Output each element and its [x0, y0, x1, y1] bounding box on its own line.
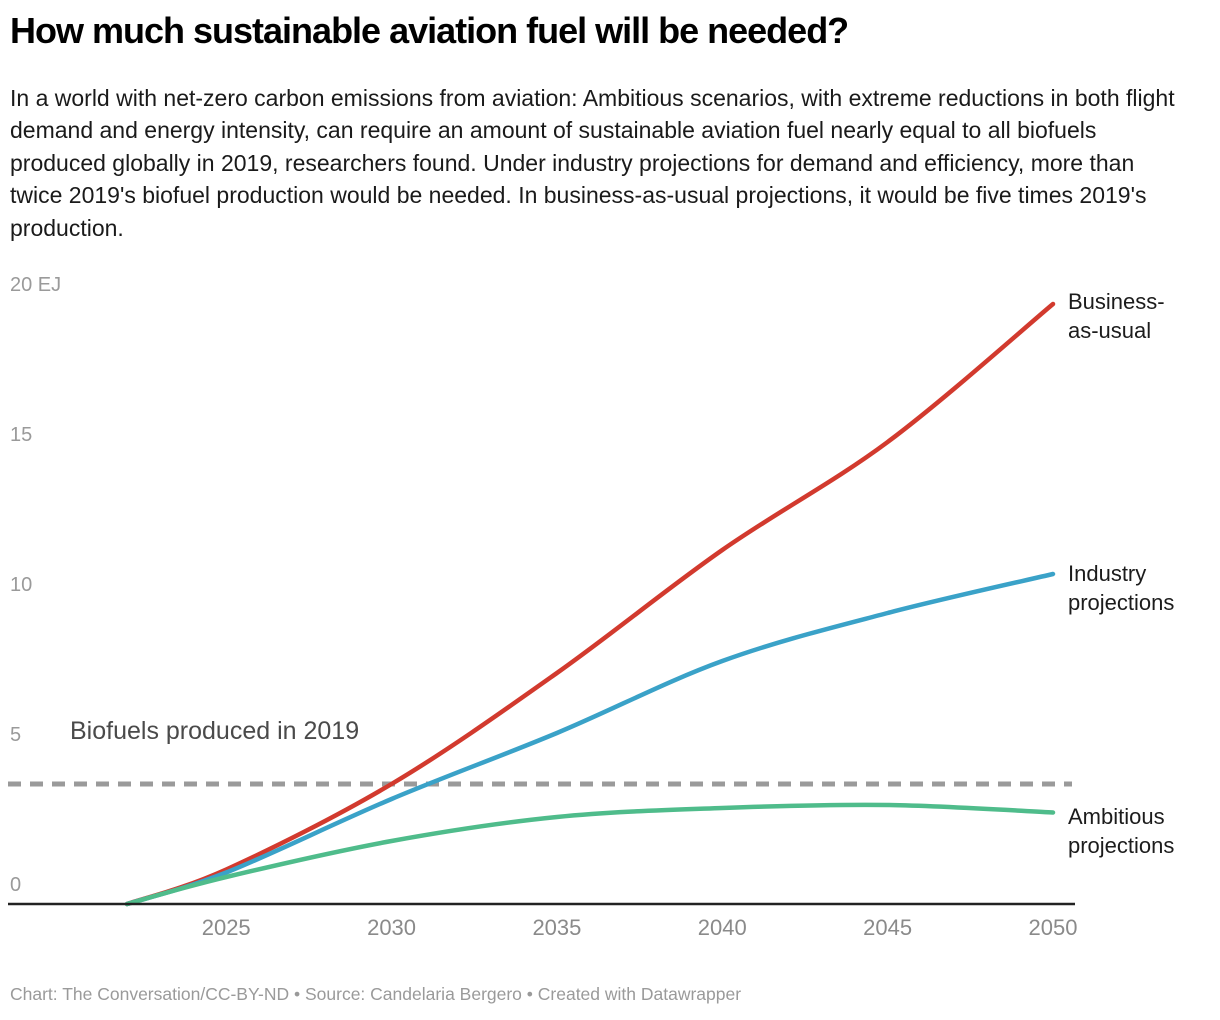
- x-tick-label: 2040: [697, 915, 747, 940]
- series-label-ambitious-projections: Ambitious projections: [1068, 804, 1175, 858]
- chart-footer: Chart: The Conversation/CC-BY-ND • Sourc…: [10, 984, 742, 1004]
- x-tick-label: 2025: [201, 915, 251, 940]
- chart-description: In a world with net-zero carbon emission…: [10, 85, 1175, 241]
- y-tick-label: 10: [10, 574, 33, 596]
- series-label-industry-projections: Industry projections: [1068, 561, 1175, 615]
- y-tick-label: 20 EJ: [10, 274, 62, 296]
- series-line-ambitious-projections: [124, 802, 1056, 907]
- series-label-business-as-usual: Business- as-usual: [1068, 289, 1165, 343]
- x-tick-label: 2030: [367, 915, 417, 940]
- annotation-biofuels-2019: Biofuels produced in 2019: [70, 717, 360, 745]
- series-line-business-as-usual: [124, 301, 1056, 907]
- series-line-industry-projections: [124, 571, 1056, 907]
- x-tick-label: 2050: [1028, 915, 1078, 940]
- y-tick-label: 15: [10, 424, 33, 446]
- y-tick-label: 5: [10, 724, 22, 746]
- chart-title: How much sustainable aviation fuel will …: [10, 10, 849, 51]
- y-tick-label: 0: [10, 874, 22, 896]
- x-tick-label: 2035: [532, 915, 582, 940]
- x-tick-label: 2045: [863, 915, 913, 940]
